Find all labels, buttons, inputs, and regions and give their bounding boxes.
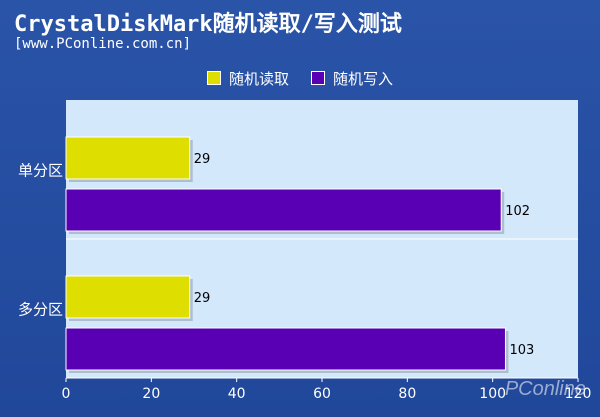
- bar-value-label: 103: [509, 343, 534, 358]
- bar-read: [65, 136, 191, 180]
- bar-value-label: 102: [505, 204, 530, 219]
- bar-read: [65, 275, 191, 319]
- x-tick-label: 60: [313, 386, 331, 402]
- legend-item-write: 随机写入: [311, 68, 393, 89]
- bar-value-label: 29: [194, 291, 211, 306]
- bar-write: [65, 327, 506, 371]
- legend-swatch-read: [206, 71, 221, 85]
- legend: 随机读取 随机写入: [0, 67, 600, 89]
- chart-title: CrystalDiskMark随机读取/写入测试: [14, 12, 402, 37]
- legend-label-write: 随机写入: [333, 69, 394, 88]
- category-label: 单分区: [18, 162, 63, 180]
- x-tick-label: 40: [228, 386, 246, 402]
- bar-value-label: 29: [194, 152, 211, 167]
- legend-swatch-write: [311, 71, 325, 85]
- legend-item-read: 随机读取: [206, 68, 289, 89]
- chart-subtitle: [www.PConline.com.cn]: [14, 36, 192, 52]
- x-tick-label: 20: [142, 386, 160, 402]
- bar-write: [65, 188, 502, 232]
- x-tick-label: 0: [62, 386, 71, 402]
- category-label: 多分区: [18, 301, 63, 319]
- watermark: PConline: [504, 378, 586, 400]
- x-tick-label: 120: [565, 386, 592, 402]
- x-tick-label: 80: [398, 386, 416, 402]
- x-tick-label: 100: [479, 386, 506, 402]
- legend-label-read: 随机读取: [228, 69, 289, 88]
